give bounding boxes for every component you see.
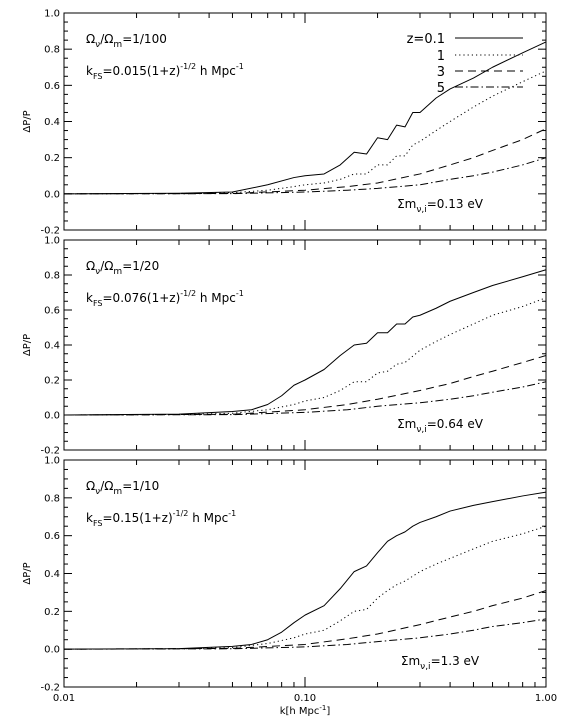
- omega-ratio-label: Ων/Ωm=1/20: [86, 259, 159, 277]
- series-line-dashdot: [63, 381, 547, 416]
- x-tick-label: 1.00: [535, 693, 557, 704]
- legend: z=0.1 135: [407, 32, 523, 96]
- y-tick-label: 0.6: [44, 306, 60, 317]
- y-tick-label: 0.2: [44, 153, 60, 164]
- y-tick-label: -0.2: [40, 446, 60, 457]
- y-tick-label: 0.4: [44, 569, 60, 580]
- series-line-dashdot: [63, 618, 547, 650]
- series-line-dashdot: [63, 157, 547, 195]
- y-tick-label: 0.4: [44, 117, 60, 128]
- series-line-dashed: [63, 590, 547, 650]
- y-tick-label: 0.0: [44, 645, 60, 656]
- y-tick-label: 0.8: [44, 493, 60, 504]
- y-tick-label: 0.8: [44, 271, 60, 282]
- neutrino-mass-label: Σmν,i=1.3 eV: [401, 654, 480, 672]
- y-tick-label: 0.6: [44, 531, 60, 542]
- series-line-solid: [63, 269, 547, 416]
- y-tick-label: 0.2: [44, 376, 60, 387]
- kfs-label: kFS=0.15(1+z)-1/2 h Mpc-1: [86, 509, 236, 528]
- panel-3: -0.2 0.0 0.2 0.4 0.6 0.8 1.0 ΔP/P Ων/Ωm=1/10 kFS=…: [22, 456, 547, 694]
- kfs-label: kFS=0.015(1+z)-1/2 h Mpc-1: [86, 62, 244, 81]
- legend-label: 5: [437, 81, 445, 96]
- y-tick-label: 0.0: [44, 189, 60, 200]
- series-line-solid: [63, 491, 547, 650]
- omega-ratio-label: Ων/Ωm=1/100: [86, 32, 167, 50]
- y-tick-label: 0.2: [44, 607, 60, 618]
- series-line-dotted: [63, 70, 547, 195]
- panel-1: -0.2 0.0 0.2 0.4 0.6 0.8 1.0 ΔP/P Ων/Ωm=1/100 kFS…: [22, 9, 547, 237]
- y-tick-label: 0.6: [44, 81, 60, 92]
- y-tick-label: 1.0: [44, 9, 60, 20]
- neutrino-mass-label: Σmν,i=0.13 eV: [397, 197, 484, 215]
- legend-label: 1: [437, 49, 445, 64]
- y-axis-title: ΔP/P: [22, 562, 33, 584]
- legend-label: 3: [437, 65, 445, 80]
- kfs-label: kFS=0.076(1+z)-1/2 h Mpc-1: [86, 289, 244, 308]
- series-line-dotted: [63, 297, 547, 416]
- legend-label: z=0.1: [407, 32, 445, 47]
- y-tick-label: 0.4: [44, 341, 60, 352]
- y-tick-label: 0.0: [44, 411, 60, 422]
- y-tick-label: -0.2: [40, 226, 60, 237]
- x-axis-title: k[h Mpc-1]: [280, 704, 331, 717]
- panel-2: -0.2 0.0 0.2 0.4 0.6 0.8 1.0 ΔP/P Ων/Ωm=1/20 kFS=…: [22, 236, 547, 457]
- plot-frame: [63, 459, 547, 688]
- series-line-solid: [63, 41, 547, 195]
- x-tick-label: 0.10: [294, 693, 316, 704]
- x-tick-label: 0.01: [53, 693, 75, 704]
- series-line-dotted: [63, 525, 547, 650]
- y-tick-label: 0.8: [44, 45, 60, 56]
- y-tick-label: 1.0: [44, 456, 60, 467]
- series-line-dashed: [63, 128, 547, 195]
- y-axis-title: ΔP/P: [22, 110, 33, 132]
- omega-ratio-label: Ων/Ωm=1/10: [86, 479, 159, 497]
- y-axis-title: ΔP/P: [22, 334, 33, 356]
- y-tick-label: 1.0: [44, 236, 60, 247]
- series-line-dashed: [63, 355, 547, 416]
- y-tick-label: -0.2: [40, 683, 60, 694]
- neutrino-mass-label: Σmν,i=0.64 eV: [397, 417, 484, 435]
